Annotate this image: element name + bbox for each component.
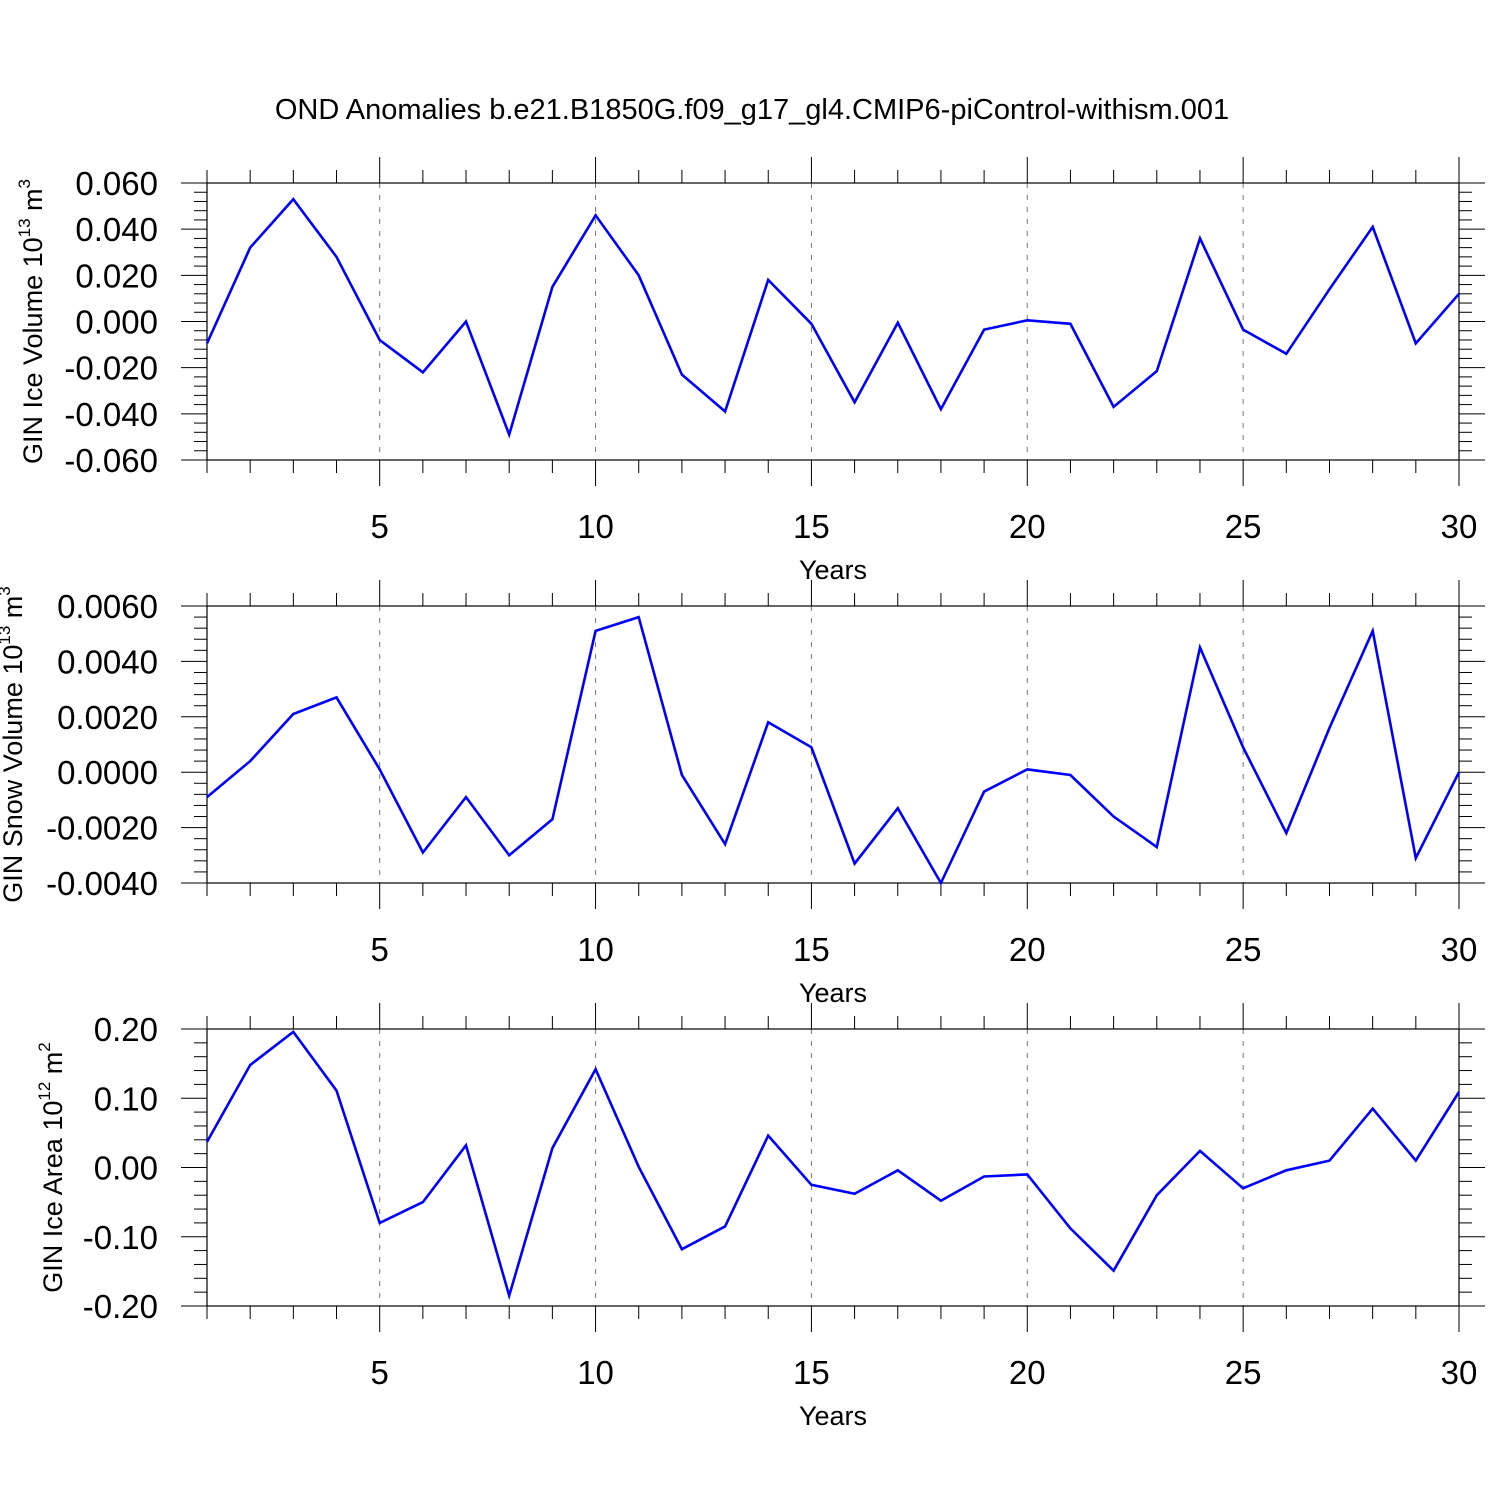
y-tick-label: 0.060 (75, 165, 158, 202)
y-tick-label: 0.0040 (57, 643, 158, 680)
panel-1: 0.060 0.040 0.020 0.000 -0.020 -0.040 -0.060 5 1… (15, 157, 1485, 585)
x-axis-label: Years (799, 978, 867, 1008)
y-tick-label: 0.000 (75, 304, 158, 341)
y-tick-label: 0.10 (94, 1080, 158, 1117)
plot-frame (206, 605, 1460, 884)
y-tick-label: -0.040 (64, 396, 158, 433)
series-line (206, 615, 1461, 886)
x-tick-label: 20 (1009, 931, 1046, 968)
y-tick-label: -0.0020 (46, 810, 158, 847)
series-line (205, 197, 1460, 439)
plot-frame (206, 1028, 1460, 1307)
x-tick-label: 25 (1225, 1354, 1262, 1391)
panel-3: 0.20 0.10 0.00 -0.10 -0.20 5 10 15 20 25 30 Years GI… (35, 1003, 1485, 1431)
y-axis-label: GIN Ice Area 1012 m2 (35, 1042, 68, 1293)
x-tick-label: 20 (1009, 508, 1046, 545)
y-tick-label: 0.20 (94, 1011, 158, 1048)
x-tick-label: 30 (1441, 931, 1478, 968)
series-line (205, 1029, 1461, 1301)
figure-title: OND Anomalies b.e21.B1850G.f09_g17_gl4.C… (275, 94, 1229, 126)
y-tick-label: -0.060 (64, 442, 158, 479)
y-axis-label: GIN Snow Volume 1013 m3 (0, 586, 28, 903)
x-tick-label: 10 (577, 931, 614, 968)
y-tick-label: 0.00 (94, 1150, 158, 1187)
x-tick-label: 15 (793, 508, 830, 545)
y-tick-label: 0.0020 (57, 699, 158, 736)
y-tick-label: 0.040 (75, 211, 158, 248)
y-tick-label: -0.20 (83, 1288, 158, 1325)
y-tick-label: 0.020 (75, 257, 158, 294)
plot-frame (206, 182, 1460, 461)
x-axis-label: Years (799, 1401, 867, 1431)
x-tick-label: 10 (577, 508, 614, 545)
x-tick-label: 5 (371, 1354, 389, 1391)
y-tick-label: -0.10 (83, 1219, 158, 1256)
x-axis-label: Years (799, 555, 867, 585)
x-tick-label: 30 (1441, 1354, 1478, 1391)
panel-2: 0.0060 0.0040 0.0020 0.0000 -0.0020 -0.0040 5 1… (0, 580, 1485, 1008)
x-tick-label: 20 (1009, 1354, 1046, 1391)
x-tick-label: 30 (1441, 508, 1478, 545)
x-tick-label: 5 (371, 931, 389, 968)
x-tick-label: 25 (1225, 931, 1262, 968)
y-axis-label: GIN Ice Volume 1013 m3 (15, 179, 48, 464)
y-tick-label: 0.0060 (57, 588, 158, 625)
x-tick-label: 10 (577, 1354, 614, 1391)
x-tick-label: 15 (793, 931, 830, 968)
y-tick-label: -0.020 (64, 350, 158, 387)
x-tick-label: 25 (1225, 508, 1262, 545)
y-tick-label: 0.0000 (57, 754, 158, 791)
panels: 0.060 0.040 0.020 0.000 -0.020 -0.040 -0.060 5 1… (0, 157, 1485, 1431)
y-tick-label: -0.0040 (46, 865, 158, 902)
x-tick-label: 5 (371, 508, 389, 545)
x-tick-label: 15 (793, 1354, 830, 1391)
